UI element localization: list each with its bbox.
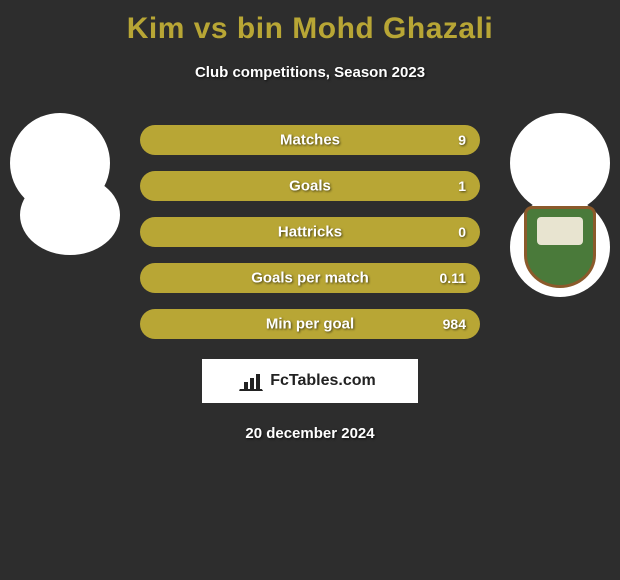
brand-text: FcTables.com <box>270 372 376 390</box>
stat-value: 984 <box>443 316 466 332</box>
stat-label: Hattricks <box>140 224 480 241</box>
subtitle: Club competitions, Season 2023 <box>0 64 620 81</box>
page-title: Kim vs bin Mohd Ghazali <box>0 0 620 46</box>
brand-attribution[interactable]: FcTables.com <box>202 359 418 403</box>
stat-row-hattricks: Hattricks 0 <box>140 217 480 247</box>
footer-date: 20 december 2024 <box>0 425 620 442</box>
stat-label: Matches <box>140 132 480 149</box>
stat-row-matches: Matches 9 <box>140 125 480 155</box>
stat-row-min-per-goal: Min per goal 984 <box>140 309 480 339</box>
stat-value: 1 <box>458 178 466 194</box>
stat-value: 0 <box>458 224 466 240</box>
stat-label: Min per goal <box>140 316 480 333</box>
club-left-avatar <box>20 175 120 255</box>
stats-section: Matches 9 Goals 1 Hattricks 0 Goals per … <box>0 125 620 339</box>
stat-value: 0.11 <box>440 270 466 286</box>
stat-label: Goals <box>140 178 480 195</box>
stat-row-goals: Goals 1 <box>140 171 480 201</box>
stat-label: Goals per match <box>140 270 480 287</box>
club-right-badge <box>510 197 610 297</box>
stat-value: 9 <box>458 132 466 148</box>
stat-row-goals-per-match: Goals per match 0.11 <box>140 263 480 293</box>
shield-icon <box>524 206 596 288</box>
bar-chart-icon <box>244 372 264 390</box>
